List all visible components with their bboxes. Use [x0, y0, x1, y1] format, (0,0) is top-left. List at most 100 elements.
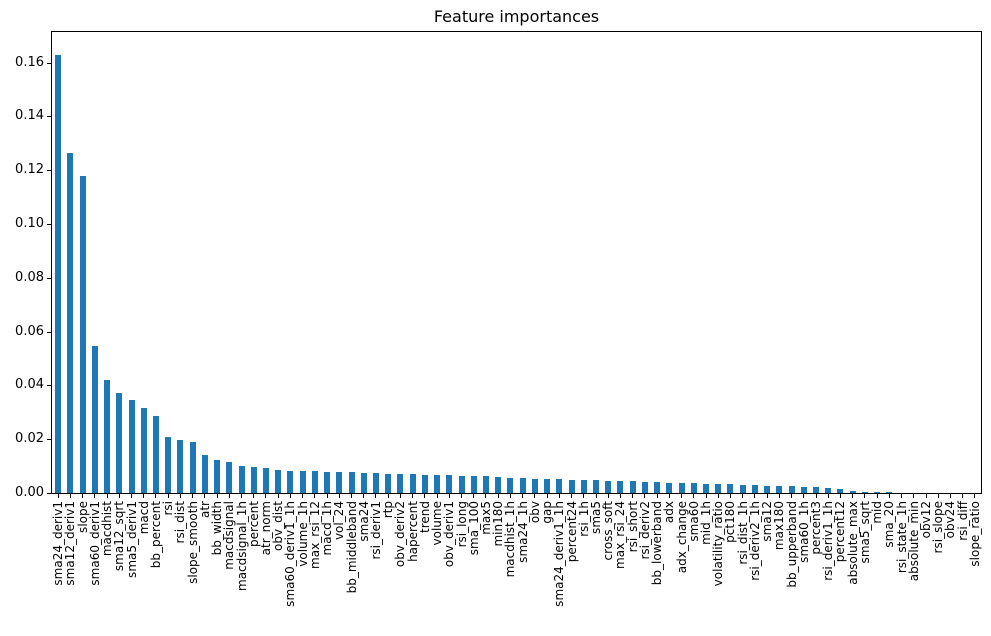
bar-macdhist_1h	[507, 478, 514, 493]
x-tick-label: max_rsi_12	[307, 501, 322, 569]
x-tick	[839, 494, 841, 498]
x-tick	[216, 494, 218, 498]
bar-atr_norm	[262, 468, 269, 493]
bar-percent24	[568, 480, 575, 493]
x-tick-label: rsi_deriv2	[637, 501, 652, 560]
bar-pct180	[727, 484, 734, 493]
x-tick	[94, 494, 96, 498]
x-tick-label: sma60_deriv1_1h	[283, 501, 298, 607]
y-tick-label: 0.16	[15, 55, 44, 70]
x-tick	[436, 494, 438, 498]
bar-adx_change	[678, 483, 685, 493]
x-tick	[791, 494, 792, 498]
x-tick	[913, 494, 915, 498]
bar-obv_dist	[275, 470, 282, 493]
bar-max5	[482, 476, 489, 493]
bar-rsi_dist_1h	[739, 485, 746, 493]
x-tick	[351, 494, 352, 498]
bar-rsi_deriv2	[641, 482, 648, 493]
x-tick-label: rsi_dist_1h	[735, 501, 750, 565]
bar-percent3	[813, 487, 819, 493]
x-tick	[399, 494, 401, 498]
bar-mid_1h	[703, 484, 709, 493]
x-tick	[571, 494, 572, 498]
x-tick	[461, 494, 462, 498]
bar-sma60_deriv1_1h	[287, 471, 294, 493]
bar-mid	[874, 492, 881, 493]
x-tick	[314, 494, 316, 498]
x-tick	[864, 494, 866, 498]
x-tick-label: sma60_deriv1	[87, 501, 102, 586]
x-tick	[106, 494, 108, 498]
x-tick-label: max_rsi_24	[613, 501, 628, 569]
bar-sma24_1h	[519, 478, 526, 493]
x-tick	[742, 494, 744, 498]
y-tick-label: 0.04	[15, 377, 44, 392]
x-tick	[375, 494, 377, 498]
x-tick-label: slope_smooth	[185, 501, 200, 584]
x-tick	[326, 494, 328, 498]
x-tick	[534, 494, 536, 498]
x-tick	[888, 494, 890, 498]
x-tick	[179, 494, 181, 498]
bar-slope_smooth	[189, 442, 196, 493]
x-tick	[497, 494, 499, 498]
chart-title: Feature importances	[433, 7, 600, 26]
y-tick	[47, 332, 51, 333]
bar-macdsignal	[226, 462, 233, 493]
bar-bb_lowerband	[654, 482, 661, 493]
bar-rsi_1h	[580, 480, 587, 493]
x-tick	[852, 494, 854, 498]
x-tick-label: slope_ratio	[967, 501, 982, 567]
bar-percent	[250, 467, 257, 493]
x-tick-label: bb_upperband	[784, 501, 799, 588]
x-tick	[815, 494, 817, 498]
x-tick-label: vol_24	[332, 501, 347, 541]
x-tick	[192, 494, 194, 498]
bar-sma12_deriv1	[67, 153, 74, 493]
x-tick-label: sma5_deriv1	[124, 501, 139, 578]
x-tick-label: percent	[246, 501, 261, 547]
x-tick-label: macdsignal_1h	[234, 501, 249, 591]
x-tick-label: sma24	[356, 501, 371, 542]
bar-max_rsi_24	[617, 481, 624, 493]
bar-min180	[495, 477, 502, 493]
bar-sma12	[764, 486, 771, 493]
bar-rtp	[385, 474, 392, 493]
x-tick	[974, 494, 976, 498]
x-tick	[668, 494, 670, 498]
bar-max_rsi_12	[311, 471, 318, 493]
x-tick	[619, 494, 621, 498]
x-tick	[448, 494, 450, 498]
bar-max180	[776, 486, 783, 493]
x-tick	[57, 494, 59, 498]
x-tick-label: obv	[527, 501, 542, 524]
x-tick-label: bb_middleband	[344, 501, 359, 594]
x-tick-label: rsi_state_1h	[894, 501, 909, 574]
bar-obv_deriv2	[397, 474, 404, 493]
x-tick-label: obv_deriv2	[393, 501, 408, 568]
bar-bb_width	[214, 460, 220, 493]
x-tick-label: rsi_long	[454, 501, 469, 548]
bar-rsi_short	[629, 481, 636, 493]
bar-gap	[544, 479, 551, 493]
x-tick	[277, 494, 279, 498]
x-tick	[766, 494, 768, 498]
bar-slope	[79, 176, 86, 493]
y-tick-label: 0.02	[15, 431, 44, 446]
bar-volatility_ratio	[715, 484, 722, 493]
x-tick-label: macdsignal	[222, 501, 237, 570]
x-tick-label: adx	[662, 501, 677, 524]
x-tick	[522, 494, 524, 498]
bar-rsi_deriv1_1h	[825, 488, 832, 493]
x-tick-label: atr	[197, 501, 212, 518]
x-tick	[925, 494, 927, 498]
x-tick-label: adx_change	[674, 501, 689, 574]
x-tick	[82, 494, 84, 498]
bar-percent12	[837, 489, 844, 493]
x-tick	[338, 494, 340, 498]
x-tick-label: volume_1h	[295, 501, 310, 567]
bar-macd_1h	[324, 472, 330, 493]
y-tick	[47, 493, 51, 494]
x-tick	[656, 494, 658, 498]
